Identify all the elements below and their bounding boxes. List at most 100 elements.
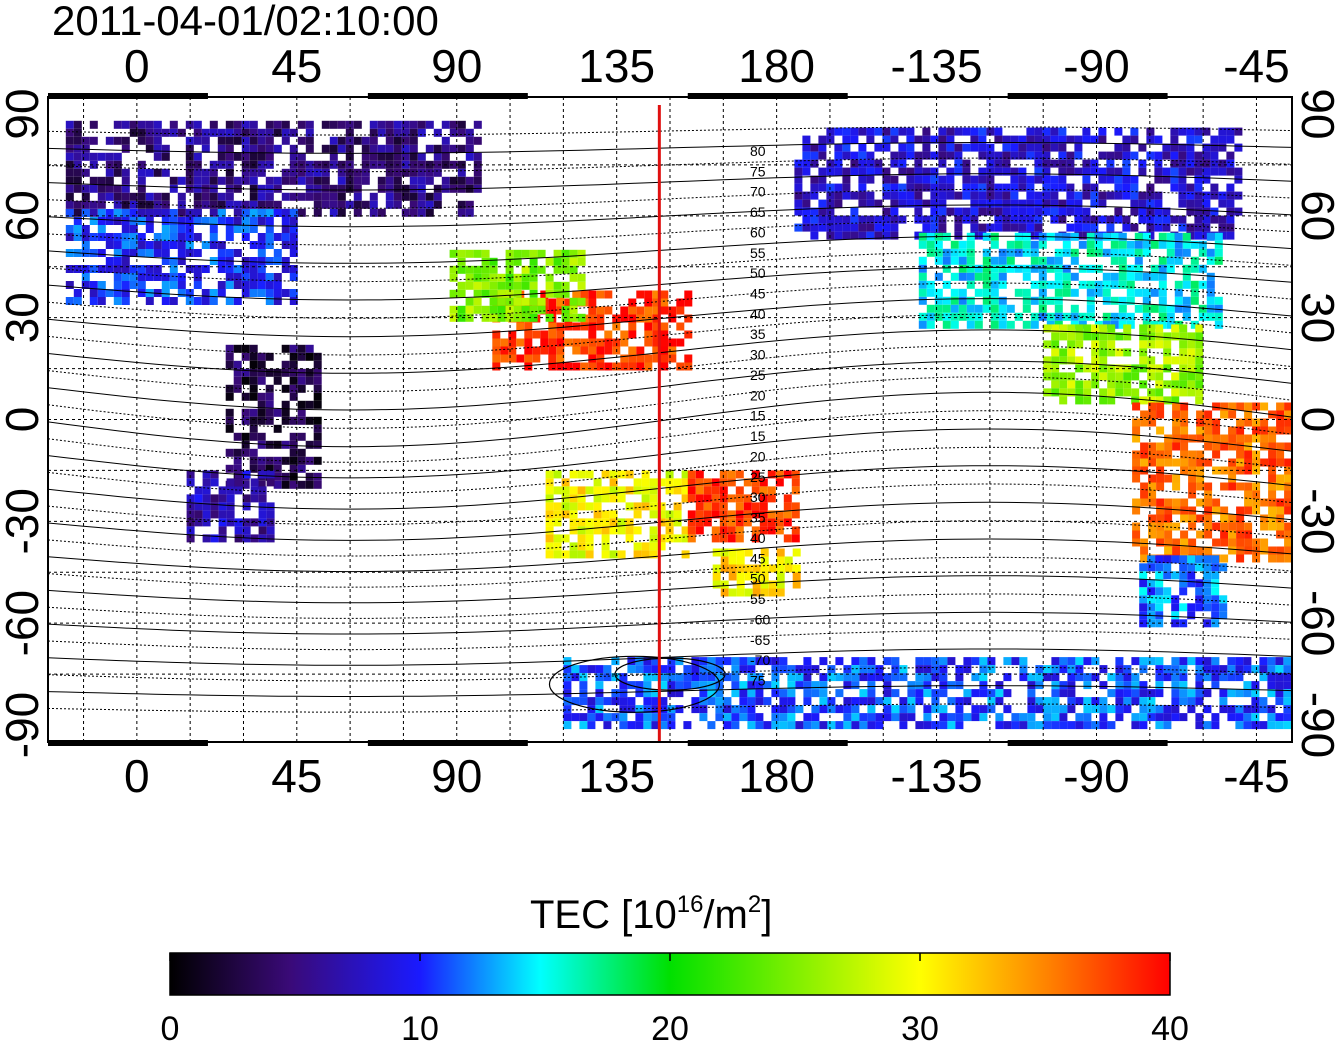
tec-cell	[1220, 442, 1229, 451]
tec-cell	[1018, 183, 1027, 192]
tec-cell	[1172, 426, 1181, 435]
tec-cell	[1158, 264, 1167, 273]
tec-cell	[1235, 713, 1244, 722]
tec-cell	[217, 209, 226, 217]
tec-cell	[914, 207, 923, 216]
tec-cell	[1130, 199, 1139, 208]
tec-cell	[1276, 418, 1285, 427]
tec-cell	[361, 200, 370, 209]
tec-cell	[73, 217, 82, 225]
tec-cell	[842, 127, 851, 136]
tec-cell	[1259, 705, 1268, 714]
tec-cell	[1059, 396, 1068, 405]
tec-cell	[986, 127, 995, 136]
tec-cell	[1179, 348, 1188, 357]
tec-cell	[736, 564, 745, 573]
tec-cell	[465, 305, 474, 314]
tec-cell	[939, 657, 948, 666]
tec-cell	[169, 233, 178, 241]
tec-cell	[942, 280, 951, 289]
tec-cell	[660, 330, 669, 339]
tec-cell	[305, 376, 314, 385]
tec-cell	[1154, 159, 1163, 168]
tec-cell	[946, 127, 955, 136]
tec-cell	[305, 472, 314, 481]
tec-cell	[851, 673, 860, 682]
tec-cell	[1172, 474, 1181, 483]
tec-cell	[1070, 272, 1079, 281]
tec-cell	[787, 673, 796, 682]
tec-cell	[966, 312, 975, 321]
tec-cell	[1204, 482, 1213, 491]
scale-bar-bottom	[1007, 740, 1168, 746]
tec-cell	[795, 665, 804, 674]
tec-cell	[571, 713, 580, 722]
tec-cell	[65, 233, 74, 241]
tec-cell	[129, 241, 138, 249]
tec-cell	[233, 448, 242, 457]
tec-cell	[1110, 232, 1119, 241]
tec-cell	[779, 721, 788, 730]
tec-cell	[1194, 159, 1203, 168]
tec-cell	[313, 480, 322, 489]
tec-cell	[1235, 721, 1244, 730]
tec-cell	[858, 199, 867, 208]
tec-cell	[966, 256, 975, 265]
tec-cell	[1220, 434, 1229, 443]
tec-cell	[329, 184, 338, 193]
tec-cell	[987, 665, 996, 674]
tec-cell	[1156, 498, 1165, 507]
tec-cell	[265, 368, 274, 377]
tec-cell	[257, 257, 266, 265]
tec-cell	[409, 152, 418, 161]
tec-cell	[577, 297, 586, 306]
tec-cell	[1118, 264, 1127, 273]
tec-cell	[918, 320, 927, 329]
tec-cell	[81, 184, 90, 193]
tec-cell	[767, 510, 776, 519]
tec-cell	[1196, 474, 1205, 483]
tec-cell	[1154, 199, 1163, 208]
tec-cell	[1132, 522, 1141, 531]
tec-cell	[1043, 340, 1052, 349]
tec-cell	[842, 143, 851, 152]
tec-cell	[193, 233, 202, 241]
tec-cell	[1123, 324, 1132, 333]
tec-cell	[1251, 697, 1260, 706]
tec-cell	[922, 175, 931, 184]
tec-cell	[577, 273, 586, 282]
tec-cell	[914, 183, 923, 192]
tec-cell	[1002, 199, 1011, 208]
tec-cell	[257, 456, 266, 465]
tec-cell	[1034, 199, 1043, 208]
tec-cell	[939, 689, 948, 698]
tec-cell	[1030, 280, 1039, 289]
tec-cell	[659, 721, 668, 730]
scale-bar-bottom	[48, 740, 208, 746]
tec-cell	[803, 713, 812, 722]
tec-cell	[914, 191, 923, 200]
tec-cell	[361, 176, 370, 185]
tec-cell	[966, 248, 975, 257]
tec-cell	[1142, 240, 1151, 249]
tec-cell	[201, 136, 210, 145]
tec-cell	[875, 697, 884, 706]
tec-cell	[609, 510, 618, 519]
tec-cell	[1035, 681, 1044, 690]
tec-cell	[1139, 713, 1148, 722]
tec-cell	[1162, 207, 1171, 216]
tec-cell	[735, 486, 744, 495]
tec-cell	[906, 167, 915, 176]
tec-cell	[577, 550, 586, 559]
tec-cell	[226, 478, 235, 487]
tec-cell	[596, 290, 605, 299]
tec-cell	[850, 215, 859, 224]
tec-cell	[620, 354, 629, 363]
tec-cell	[1276, 474, 1285, 483]
tec-cell	[137, 184, 146, 193]
tec-cell	[105, 176, 114, 185]
tec-cell	[1187, 388, 1196, 397]
tec-cell	[1243, 689, 1252, 698]
tec-cell	[675, 705, 684, 714]
tec-cell	[441, 152, 450, 161]
